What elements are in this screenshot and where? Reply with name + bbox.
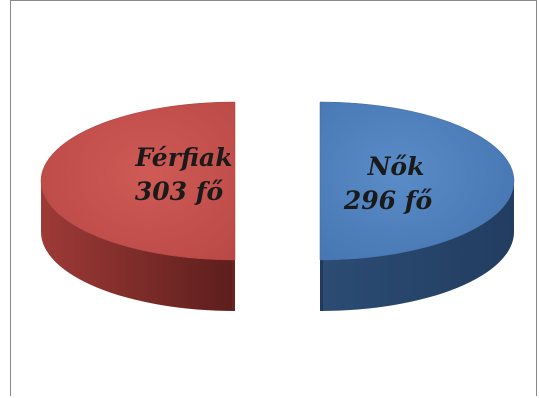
slice-ferfiak-side: [41, 181, 235, 311]
label-nok: Nők 296 fő: [343, 152, 433, 215]
label-ferfiak-name: Férfiak: [134, 143, 232, 172]
chart-frame: Férfiak 303 fő Nők 296 fő: [10, 0, 537, 396]
pie-chart: Férfiak 303 fő Nők 296 fő: [40, 101, 515, 311]
slice-nok-top: [319, 101, 515, 261]
slice-ferfiak: [40, 101, 236, 311]
slice-nok-side: [320, 181, 514, 311]
label-nok-name: Nők: [367, 152, 425, 181]
label-ferfiak: Férfiak 303 fő: [134, 143, 232, 206]
slice-nok: [319, 101, 515, 311]
label-ferfiak-value: 303 fő: [135, 177, 224, 206]
slice-ferfiak-top: [40, 101, 236, 261]
label-nok-value: 296 fő: [343, 186, 433, 215]
